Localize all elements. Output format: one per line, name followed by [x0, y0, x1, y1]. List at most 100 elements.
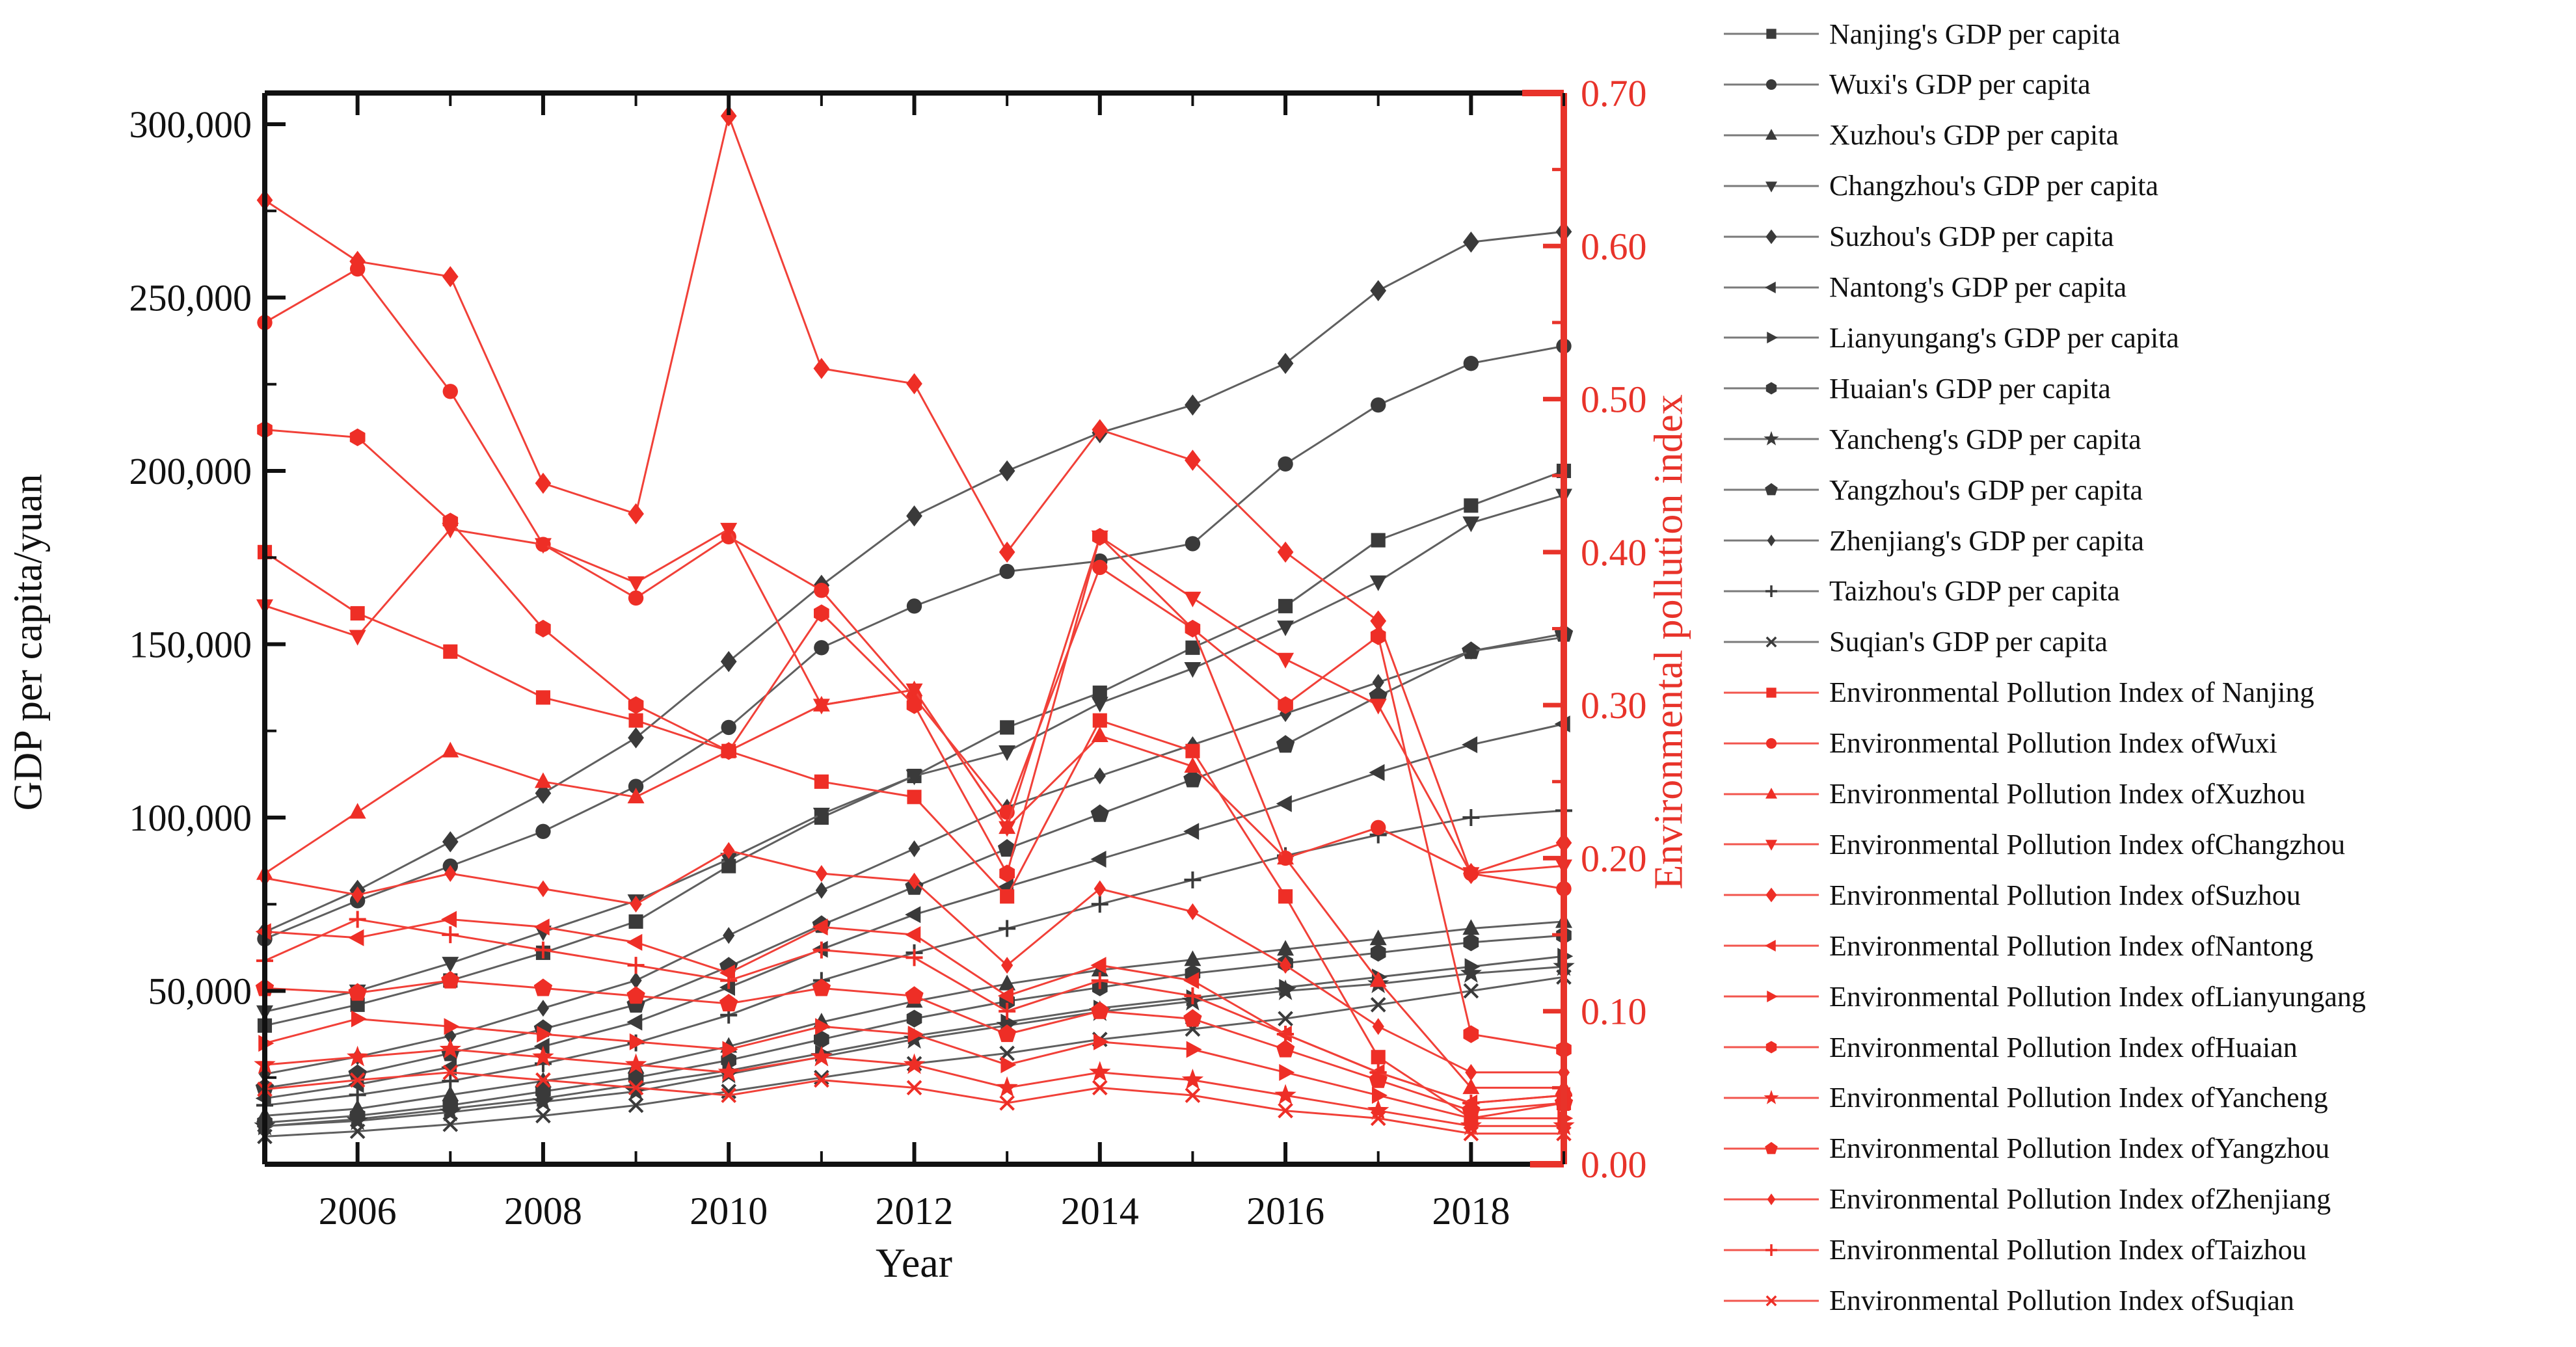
- series-marker-changzhou-epi-triangle-down-icon: [1184, 591, 1201, 607]
- series-marker-huaian-epi-hexagon-icon: [349, 428, 366, 446]
- series-line-nanjing-gdp: [264, 470, 1564, 1027]
- series-marker-yangzhou-epi-pentagon-icon: [1183, 1009, 1202, 1027]
- series-marker-wuxi-gdp-circle-icon: [628, 779, 644, 794]
- series-marker-xuzhou-gdp-triangle-up-icon: [1369, 929, 1387, 946]
- x-axis-title: Year: [876, 1240, 952, 1286]
- series-marker-nanjing-epi-square-icon: [1000, 889, 1015, 904]
- series-marker-zhenjiang-epi-diamond-small-icon: [1372, 1018, 1384, 1035]
- diamond-icon: [1765, 229, 1777, 244]
- square-legend-marker-icon: [1724, 29, 1819, 39]
- series-marker-nanjing-gdp-square-icon: [350, 997, 365, 1012]
- legend-label: Huaian's GDP per capita: [1829, 372, 2111, 405]
- legend-label: Environmental Pollution Index ofNantong: [1829, 929, 2314, 962]
- legend-label: Environmental Pollution Index ofYangzhou: [1829, 1132, 2330, 1165]
- series-marker-suzhou-gdp-diamond-icon: [1463, 231, 1479, 253]
- series-marker-yancheng-epi-star-icon: [1460, 1114, 1482, 1136]
- star-legend-marker-icon: [1724, 431, 1819, 446]
- series-marker-wuxi-gdp-circle-icon: [535, 823, 551, 840]
- legend-item-epi-19: Environmental Pollution Index ofLianyung…: [1723, 977, 2366, 1016]
- series-marker-huaian-epi-hexagon-icon: [628, 696, 644, 714]
- series-marker-xuzhou-epi-triangle-up-icon: [442, 741, 459, 758]
- series-marker-suqian-epi-x-icon: [1463, 1126, 1479, 1141]
- series-marker-suqian-epi-x-icon: [535, 1072, 551, 1088]
- series-marker-nantong-epi-triangle-left-icon: [1183, 972, 1200, 989]
- circle-legend-marker-icon: [1724, 79, 1819, 90]
- series-marker-zhenjiang-gdp-diamond-small-icon: [1093, 767, 1106, 785]
- series-marker-yancheng-epi-star-icon: [624, 1053, 647, 1074]
- series-marker-zhenjiang-epi-diamond-small-icon: [1001, 957, 1013, 974]
- series-marker-yancheng-epi-star-icon: [1367, 1099, 1389, 1120]
- x-legend-marker-icon: [1724, 1295, 1819, 1306]
- square-legend-marker-icon: [1724, 687, 1819, 698]
- series-marker-nanjing-gdp-square-icon: [1092, 686, 1107, 700]
- series-marker-suqian-gdp-x-icon: [1370, 997, 1386, 1013]
- plus-icon: [1765, 1244, 1777, 1256]
- plus-legend-marker-icon: [1724, 1244, 1819, 1256]
- series-marker-lianyungang-epi-triangle-right-icon: [1186, 1041, 1202, 1058]
- series-marker-nantong-epi-triangle-left-icon: [997, 987, 1013, 1005]
- series-marker-nantong-epi-triangle-left-icon: [1090, 957, 1107, 974]
- series-marker-lianyungang-epi-triangle-right-icon: [629, 1033, 645, 1050]
- series-marker-changzhou-gdp-triangle-down-icon: [1184, 662, 1201, 678]
- series-marker-taizhou-epi-plus-icon: [534, 941, 552, 959]
- right-tick-label: 0.10: [1581, 991, 1647, 1033]
- series-marker-huaian-epi-hexagon-icon: [1185, 619, 1201, 638]
- series-marker-huaian-epi-hexagon-icon: [999, 864, 1015, 883]
- series-marker-wuxi-epi-circle-icon: [1371, 820, 1386, 836]
- series-marker-yancheng-gdp-star-icon: [996, 1014, 1018, 1035]
- series-marker-wuxi-gdp-circle-icon: [1278, 456, 1293, 472]
- legend-item-epi-18: Environmental Pollution Index ofNantong: [1723, 926, 2313, 965]
- series-marker-zhenjiang-gdp-diamond-small-icon: [723, 927, 735, 944]
- series-marker-suzhou-epi-diamond-icon: [720, 105, 737, 127]
- legend-item-epi-17: Environmental Pollution Index ofSuzhou: [1723, 875, 2301, 914]
- hexagon-icon: [1765, 382, 1777, 395]
- series-marker-xuzhou-epi-triangle-up-icon: [534, 772, 552, 788]
- series-marker-nantong-epi-triangle-left-icon: [626, 933, 643, 951]
- series-marker-yangzhou-epi-pentagon-icon: [719, 994, 738, 1011]
- series-marker-huaian-gdp-hexagon-icon: [1463, 933, 1479, 952]
- series-marker-huaian-gdp-hexagon-icon: [628, 1069, 644, 1087]
- triangle-left-legend-marker-icon: [1724, 940, 1819, 952]
- series-marker-lianyungang-epi-triangle-right-icon: [1000, 1056, 1017, 1074]
- series-marker-changzhou-gdp-triangle-down-icon: [1277, 620, 1295, 637]
- series-marker-yancheng-epi-star-icon: [1089, 1061, 1111, 1082]
- series-marker-huaian-epi-hexagon-icon: [535, 619, 551, 638]
- series-marker-suzhou-gdp-diamond-icon: [1370, 280, 1387, 302]
- series-marker-changzhou-epi-triangle-down-icon: [720, 522, 738, 539]
- series-marker-xuzhou-epi-triangle-up-icon: [1091, 726, 1108, 742]
- left-tick-label: 50,000: [148, 970, 252, 1012]
- series-marker-suzhou-epi-diamond-icon: [1463, 862, 1479, 885]
- hexagon-icon: [1765, 1041, 1777, 1054]
- series-marker-suqian-epi-x-icon: [814, 1072, 829, 1088]
- series-marker-xuzhou-gdp-triangle-up-icon: [1462, 919, 1480, 935]
- series-marker-lianyungang-epi-triangle-right-icon: [815, 1018, 831, 1035]
- diamond-small-icon: [1767, 1193, 1776, 1205]
- series-marker-suzhou-gdp-diamond-icon: [1277, 353, 1294, 374]
- series-marker-changzhou-gdp-triangle-down-icon: [720, 853, 738, 869]
- diamond-small-icon: [1767, 535, 1776, 546]
- series-marker-suqian-gdp-x-icon: [535, 1108, 551, 1124]
- legend-label: Environmental Pollution Index ofSuqian: [1829, 1285, 2294, 1316]
- circle-icon: [1765, 738, 1777, 749]
- series-marker-zhenjiang-epi-diamond-small-icon: [444, 864, 457, 882]
- series-marker-zhenjiang-epi-diamond-small-icon: [1093, 880, 1106, 898]
- series-marker-yangzhou-gdp-pentagon-icon: [1276, 735, 1295, 753]
- series-marker-changzhou-epi-triangle-down-icon: [1369, 699, 1387, 715]
- star-icon: [1764, 1089, 1779, 1104]
- series-marker-lianyungang-epi-triangle-right-icon: [1371, 1087, 1388, 1104]
- series-marker-changzhou-gdp-triangle-down-icon: [1369, 575, 1387, 591]
- series-marker-xuzhou-epi-triangle-up-icon: [1462, 1078, 1480, 1095]
- series-marker-nanjing-epi-square-icon: [907, 790, 922, 805]
- series-marker-zhenjiang-gdp-diamond-small-icon: [815, 881, 827, 899]
- legend-item-gdp-12: Suqian's GDP per capita: [1723, 622, 2108, 661]
- series-marker-wuxi-gdp-circle-icon: [721, 719, 736, 736]
- hexagon-legend-marker-icon: [1724, 382, 1819, 395]
- series-marker-huaian-epi-hexagon-icon: [814, 604, 829, 622]
- legend-label: Environmental Pollution Index ofXuzhou: [1829, 778, 2305, 810]
- series-marker-huaian-epi-hexagon-icon: [906, 696, 922, 714]
- series-marker-taizhou-gdp-plus-icon: [442, 1073, 459, 1090]
- series-marker-nantong-epi-triangle-left-icon: [719, 964, 735, 981]
- series-marker-taizhou-gdp-plus-icon: [999, 920, 1016, 937]
- series-marker-suqian-epi-x-icon: [1092, 1080, 1108, 1096]
- x-legend-marker-icon: [1724, 636, 1819, 648]
